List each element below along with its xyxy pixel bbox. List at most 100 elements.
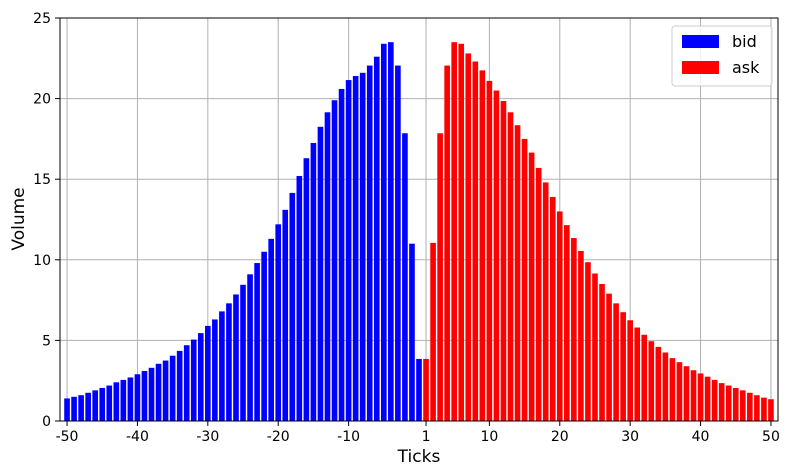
legend-swatch-bid <box>682 35 719 48</box>
bid-bar <box>148 367 155 421</box>
ask-bar <box>599 283 605 421</box>
legend-label-ask: ask <box>732 58 760 77</box>
ask-bar <box>634 327 641 421</box>
ask-bar <box>458 43 465 422</box>
bid-bar <box>233 294 239 421</box>
bid-bar <box>324 112 331 421</box>
ask-bar <box>711 379 718 421</box>
legend: bid ask <box>671 25 773 87</box>
ask-bar <box>571 238 577 421</box>
bid-bar <box>183 345 190 421</box>
ask-bar <box>451 42 458 422</box>
legend-swatch-ask <box>682 61 719 74</box>
ask-bar <box>528 152 535 422</box>
y-tick-label: 20 <box>33 92 51 108</box>
bid-bar <box>395 65 401 421</box>
bid-bar <box>141 371 148 421</box>
x-tick-label: 1 <box>422 429 431 445</box>
x-tick-label: 20 <box>551 429 569 445</box>
ask-bar <box>486 80 493 422</box>
ask-bar <box>627 320 633 421</box>
ask-bar <box>535 167 542 421</box>
ask-bar <box>521 138 528 421</box>
x-tick-label: -30 <box>196 429 219 445</box>
bid-bar <box>219 311 225 421</box>
y-tick-label: 5 <box>42 333 51 349</box>
bid-bar <box>106 385 113 421</box>
ask-bar <box>613 303 619 421</box>
y-tick-label: 15 <box>33 172 51 188</box>
x-tick-label: -20 <box>267 429 290 445</box>
bid-bar <box>317 126 324 421</box>
bid-bar <box>261 251 267 421</box>
ask-bar <box>500 101 507 421</box>
ask-bar <box>507 112 514 421</box>
bid-bar <box>268 238 274 421</box>
x-axis-title: Ticks <box>397 447 441 467</box>
bid-bar <box>359 72 366 422</box>
x-tick-label: 10 <box>480 429 498 445</box>
bid-bar <box>197 333 204 421</box>
x-tick-label: -50 <box>56 429 79 445</box>
bid-bar <box>205 325 211 421</box>
ask-bar <box>585 262 591 421</box>
ask-bar <box>430 242 436 421</box>
bars-layer <box>64 42 774 422</box>
bid-bar <box>388 42 394 422</box>
bid-bar <box>120 379 127 421</box>
bid-bar <box>247 274 253 421</box>
bid-bar <box>331 100 338 421</box>
ask-bar <box>444 65 450 421</box>
x-tick-label: 40 <box>692 429 710 445</box>
bid-bar <box>402 133 408 421</box>
bid-bar <box>345 80 352 421</box>
ask-bar <box>725 385 732 421</box>
bid-bar <box>64 398 70 421</box>
x-tick-label: -10 <box>337 429 360 445</box>
bid-bar <box>134 374 141 421</box>
x-tick-label: 50 <box>762 429 780 445</box>
bid-bar <box>71 396 77 421</box>
ask-bar <box>423 358 429 421</box>
y-tick-label: 0 <box>42 414 51 430</box>
ask-bar <box>704 376 711 421</box>
bid-bar <box>282 209 289 421</box>
bid-bar <box>190 339 197 421</box>
bid-bar <box>303 158 310 421</box>
ask-bar <box>549 196 556 421</box>
bid-bar <box>366 65 373 421</box>
bid-bar <box>78 395 84 421</box>
bid-bar <box>176 350 183 421</box>
y-tick-label: 10 <box>33 253 51 269</box>
ask-bar <box>578 250 584 421</box>
bid-bar <box>338 88 345 421</box>
bid-bar <box>212 319 218 421</box>
ask-bar <box>648 341 655 421</box>
ask-bar <box>768 399 774 421</box>
bid-bar <box>162 360 169 421</box>
ask-bar <box>479 70 486 421</box>
ask-bar <box>761 397 767 421</box>
bid-bar <box>254 263 260 421</box>
bid-bar <box>275 224 282 421</box>
ask-bar <box>754 395 760 421</box>
x-tick-label: -40 <box>126 429 149 445</box>
ticks-layer: -50 -40 -30 -20 -10 1 10 20 30 40 50 0 5 10 15 20 25 <box>33 11 780 445</box>
ask-bar <box>606 293 612 421</box>
ask-bar <box>690 370 697 421</box>
bid-bar <box>169 355 176 421</box>
ask-bar <box>669 358 676 421</box>
ask-bar <box>641 334 648 421</box>
ask-bar <box>514 125 521 421</box>
bid-bar <box>373 56 380 422</box>
bid-bar <box>416 358 422 421</box>
bid-bar <box>155 363 162 421</box>
ask-bar <box>732 387 739 421</box>
ask-bar <box>718 383 725 421</box>
bid-bar <box>310 142 317 421</box>
legend-label-bid: bid <box>732 32 757 51</box>
ask-bar <box>472 61 479 422</box>
ask-bar <box>620 312 626 421</box>
